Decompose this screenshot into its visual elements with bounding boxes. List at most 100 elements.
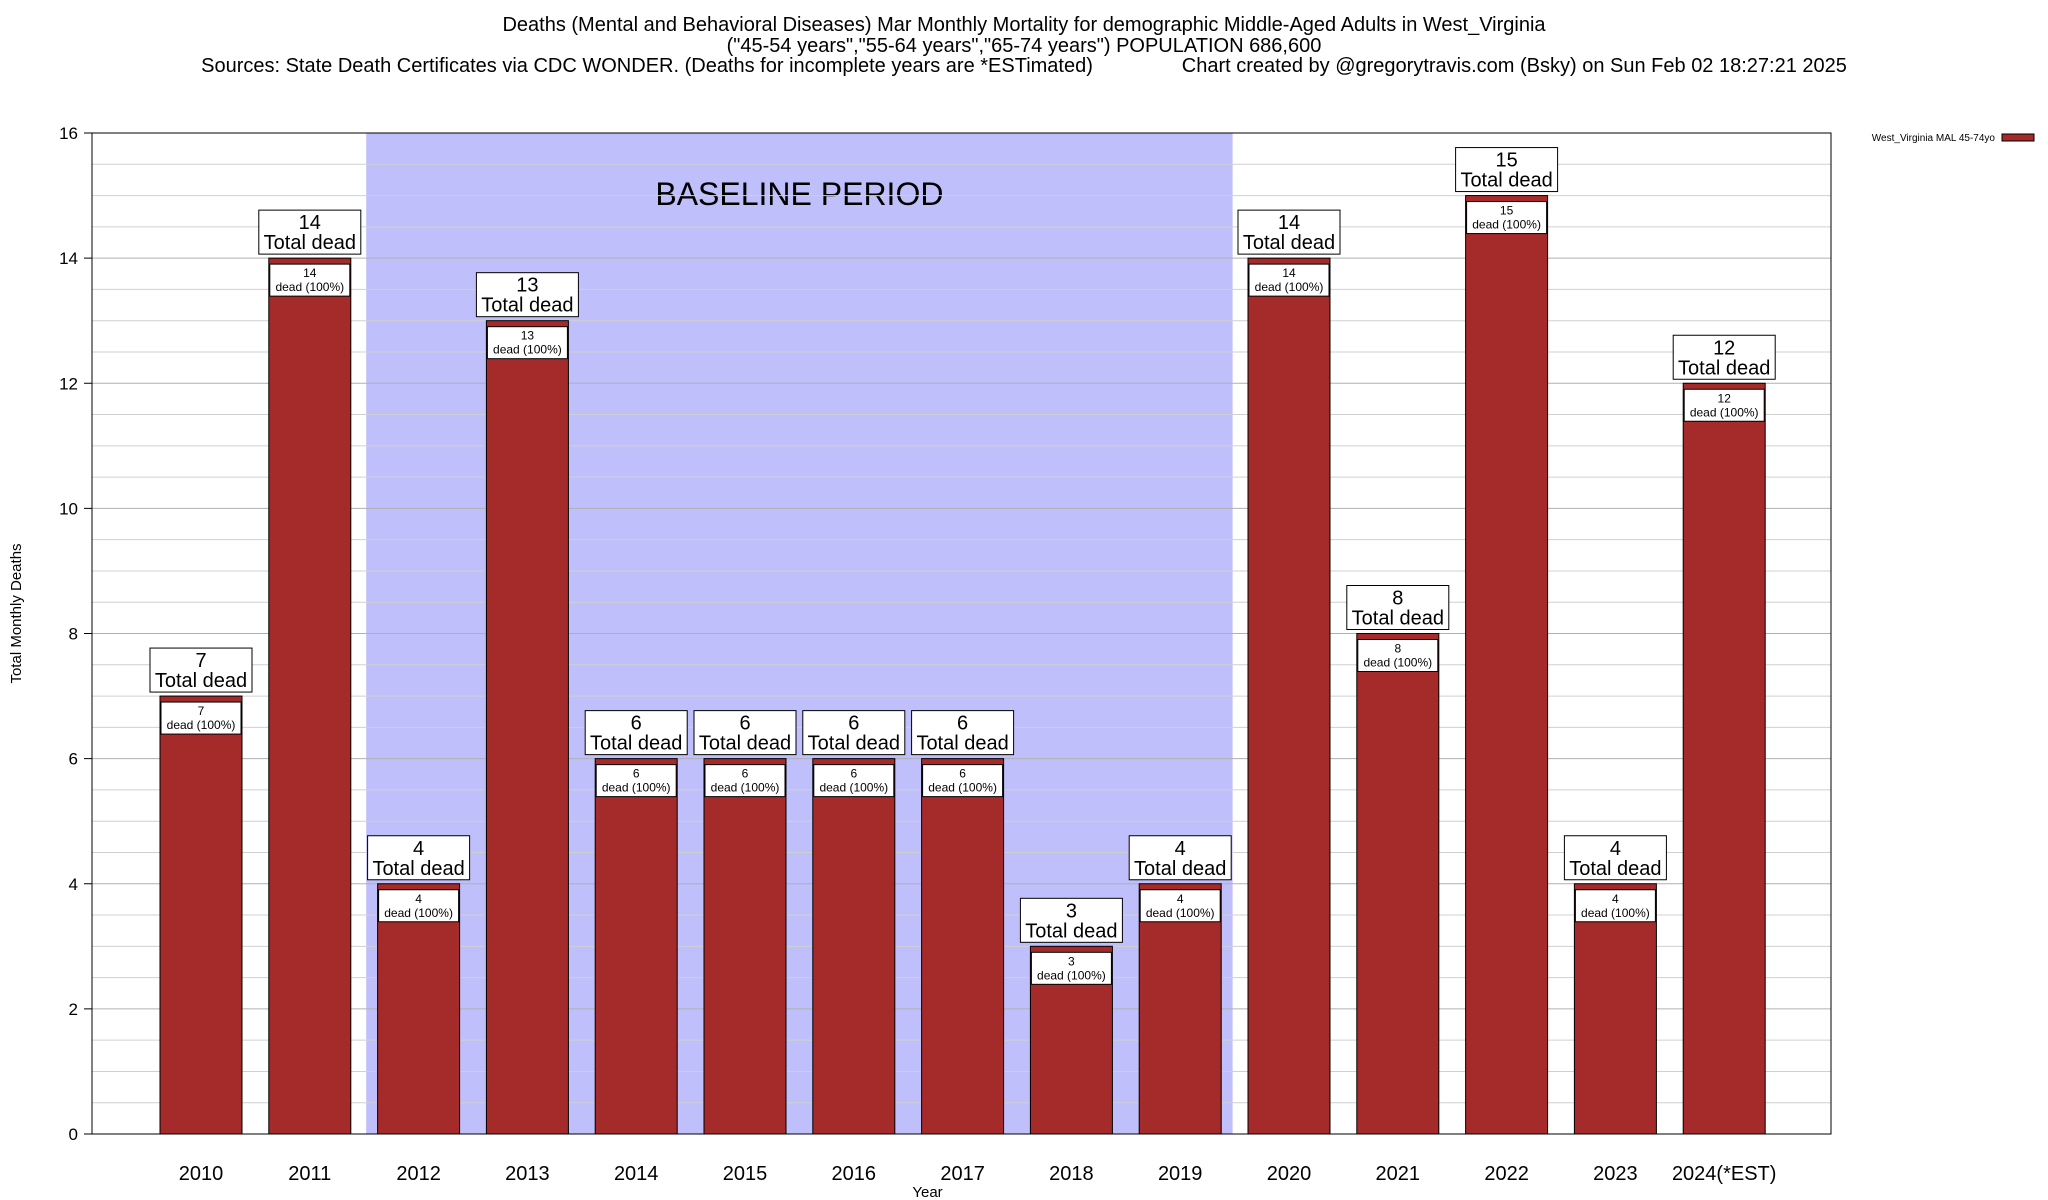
inner-dead-label: dead (100%) — [384, 906, 453, 920]
x-tick-label: 2013 — [505, 1163, 550, 1185]
total-value-label: 6 — [848, 713, 859, 735]
x-axis-label: Year — [912, 1184, 942, 1200]
total-value-label: 6 — [631, 713, 642, 735]
total-value-label: 4 — [1175, 838, 1186, 860]
inner-value-label: 6 — [742, 767, 749, 781]
chart-title: Deaths (Mental and Behavioral Diseases) … — [502, 14, 1546, 36]
bar-2020 — [1247, 257, 1331, 1135]
y-tick-label: 16 — [59, 124, 78, 143]
inner-dead-label: dead (100%) — [1472, 218, 1541, 232]
x-tick-label: 2016 — [832, 1163, 877, 1185]
bar-2010 — [159, 695, 243, 1135]
x-tick-label: 2019 — [1158, 1163, 1203, 1185]
inner-dead-label: dead (100%) — [928, 781, 997, 795]
total-dead-label: Total dead — [264, 232, 356, 254]
total-dead-label: Total dead — [155, 670, 247, 692]
total-dead-label: Total dead — [1025, 920, 1117, 942]
total-dead-label: Total dead — [372, 858, 464, 880]
inner-value-label: 4 — [1612, 892, 1619, 906]
inner-value-label: 8 — [1394, 642, 1401, 656]
inner-dead-label: dead (100%) — [1255, 280, 1324, 294]
inner-dead-label: dead (100%) — [1581, 906, 1650, 920]
y-tick-label: 12 — [59, 374, 78, 393]
total-label-box — [1455, 147, 1559, 193]
total-dead-label: Total dead — [1134, 858, 1226, 880]
y-tick-label: 10 — [59, 499, 78, 518]
total-dead-label: Total dead — [916, 733, 1008, 755]
inner-dead-label: dead (100%) — [711, 781, 780, 795]
inner-label-box — [269, 263, 351, 297]
inner-label-box — [1466, 201, 1548, 235]
y-tick-label: 8 — [69, 625, 78, 644]
bar-2016 — [812, 758, 896, 1135]
total-label-box — [149, 647, 253, 693]
inner-value-label: 6 — [633, 767, 640, 781]
total-label-box — [693, 710, 797, 756]
inner-label-box — [486, 326, 568, 360]
total-label-box — [1237, 209, 1341, 255]
baseline-period-label: BASELINE PERIOD — [655, 176, 943, 212]
total-value-label: 6 — [957, 713, 968, 735]
total-dead-label: Total dead — [808, 733, 900, 755]
total-dead-label: Total dead — [481, 295, 573, 317]
total-label-box — [911, 710, 1015, 756]
total-value-label: 13 — [516, 275, 538, 297]
inner-value-label: 3 — [1068, 954, 1075, 968]
total-label-box — [1019, 897, 1123, 943]
inner-label-box — [1574, 889, 1656, 923]
y-tick-label: 14 — [59, 249, 78, 268]
chart-subtitle: ("45-54 years","55-64 years","65-74 year… — [726, 35, 1322, 57]
y-tick-label: 0 — [69, 1125, 78, 1144]
total-value-label: 15 — [1495, 150, 1517, 172]
inner-value-label: 6 — [850, 767, 857, 781]
bar-2023 — [1573, 883, 1657, 1135]
inner-label-box — [1030, 951, 1112, 985]
x-tick-label: 2011 — [288, 1163, 331, 1185]
inner-dead-label: dead (100%) — [1146, 906, 1215, 920]
total-label-box — [1672, 334, 1776, 380]
total-label-box — [258, 209, 362, 255]
y-tick-label: 2 — [69, 1000, 78, 1019]
x-tick-label: 2021 — [1376, 1163, 1421, 1185]
y-tick-label: 4 — [69, 875, 78, 894]
inner-label-box — [1248, 263, 1330, 297]
inner-value-label: 14 — [1282, 266, 1296, 280]
total-dead-label: Total dead — [1460, 170, 1552, 192]
x-tick-label: 2014 — [614, 1163, 659, 1185]
total-label-box — [1128, 835, 1232, 881]
chart-sources: Sources: State Death Certificates via CD… — [201, 55, 1847, 77]
inner-label-box — [1139, 889, 1221, 923]
inner-label-box — [813, 764, 895, 798]
total-label-box — [584, 710, 688, 756]
total-label-box — [367, 835, 471, 881]
x-tick-label: 2017 — [940, 1163, 985, 1185]
inner-value-label: 4 — [415, 892, 422, 906]
total-value-label: 14 — [299, 212, 321, 234]
x-tick-label: 2015 — [723, 1163, 768, 1185]
inner-dead-label: dead (100%) — [1690, 405, 1759, 419]
bar-2012 — [377, 883, 461, 1135]
inner-value-label: 4 — [1177, 892, 1184, 906]
inner-value-label: 7 — [198, 704, 205, 718]
x-tick-label: 2023 — [1593, 1163, 1638, 1185]
bar-2022 — [1465, 195, 1549, 1135]
inner-value-label: 15 — [1500, 204, 1514, 218]
x-tick-label: 2012 — [396, 1163, 441, 1185]
x-tick-label: 2010 — [179, 1163, 224, 1185]
inner-dead-label: dead (100%) — [602, 781, 671, 795]
inner-dead-label: dead (100%) — [819, 781, 888, 795]
inner-value-label: 12 — [1718, 391, 1732, 405]
total-value-label: 4 — [1610, 838, 1621, 860]
bar-2013 — [485, 320, 569, 1135]
total-dead-label: Total dead — [1569, 858, 1661, 880]
inner-value-label: 14 — [303, 266, 317, 280]
total-value-label: 8 — [1392, 588, 1403, 610]
total-value-label: 4 — [413, 838, 424, 860]
y-axis-label: Total Monthly Deaths — [8, 543, 25, 683]
bar-2017 — [921, 758, 1005, 1135]
bar-2014 — [594, 758, 678, 1135]
legend-label: West_Virginia MAL 45-74yo — [1872, 133, 1996, 144]
total-label-box — [475, 272, 579, 318]
